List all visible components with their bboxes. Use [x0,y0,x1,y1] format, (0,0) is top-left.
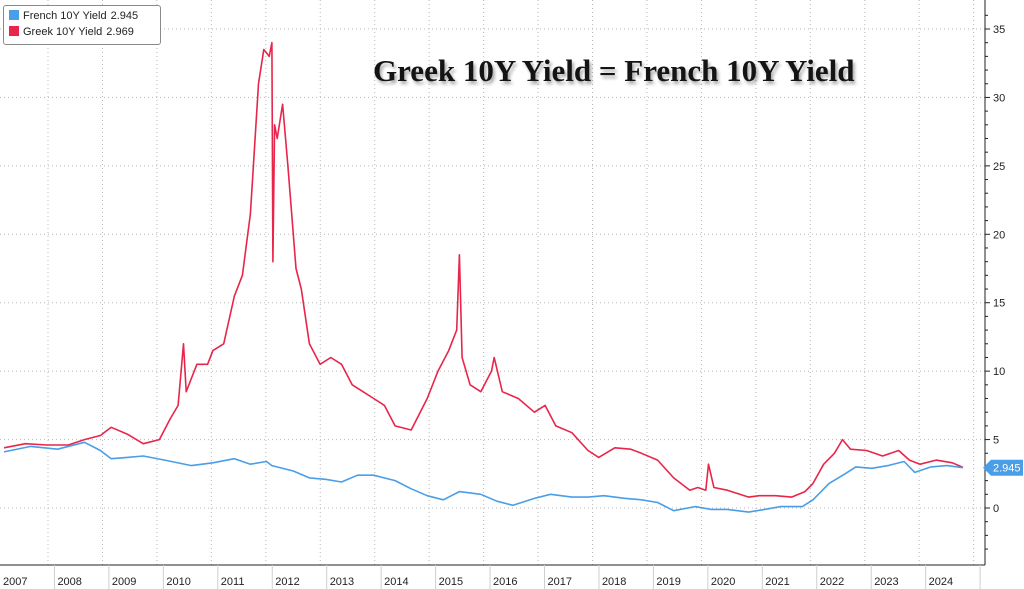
y-tick-label: 35 [993,24,1005,36]
legend: French 10Y Yield 2.945 Greek 10Y Yield 2.9… [3,5,161,45]
legend-swatch-greek [9,26,19,36]
legend-value-greek: 2.969 [106,26,134,38]
x-tick-label: 2018 [602,576,626,588]
y-tick-label: 25 [993,161,1005,173]
x-tick-label: 2011 [221,576,245,588]
legend-item-greek: Greek 10Y Yield 2.969 [9,25,134,40]
x-tick-label: 2022 [820,576,844,588]
x-tick-label: 2013 [330,576,354,588]
series-line-french [3,441,964,513]
y-tick-label: 15 [993,298,1005,310]
legend-item-french: French 10Y Yield 2.945 [9,9,138,24]
x-tick-label: 2014 [384,576,408,588]
legend-label-french: French 10Y Yield [23,10,107,22]
x-tick-label: 2023 [874,576,898,588]
y-tick-label: 10 [993,366,1005,378]
x-tick-label: 2024 [929,576,953,588]
chart-headline: Greek 10Y Yield = French 10Y Yield [373,53,855,88]
x-tick-label: 2012 [275,576,299,588]
x-tick-label: 2007 [3,576,27,588]
x-tick-label: 2021 [765,576,789,588]
last-value-tag: 2.945 [983,459,1023,476]
y-tick-label: 30 [993,92,1005,104]
last-value-tag-text: 2.945 [993,463,1021,475]
legend-label-greek: Greek 10Y Yield [23,26,103,38]
last-value-tag-bg [983,459,1023,476]
x-axis: 2007 2008 2009 2010 2011 2012 2013 2014 2015 2016… [0,564,985,589]
x-tick-label: 2016 [493,576,517,588]
x-tick-label: 2019 [656,576,680,588]
x-tick-label: 2008 [57,576,81,588]
legend-value-french: 2.945 [110,10,139,22]
x-tick-label: 2009 [112,576,136,588]
y-tick-label: 0 [993,503,999,515]
y-tick-label: 5 [993,435,999,447]
x-tick-label: 2020 [711,576,735,588]
x-tick-label: 2010 [166,576,190,588]
series-line-greek [3,41,964,498]
legend-swatch-french [9,10,19,20]
grid-lines [0,0,985,565]
x-tick-label: 2017 [548,576,572,588]
series-layer [3,41,964,513]
x-tick-label: 2015 [439,576,463,588]
y-axis: 0 5 10 15 20 25 30 35 [984,0,1005,565]
y-tick-label: 20 [993,229,1005,241]
